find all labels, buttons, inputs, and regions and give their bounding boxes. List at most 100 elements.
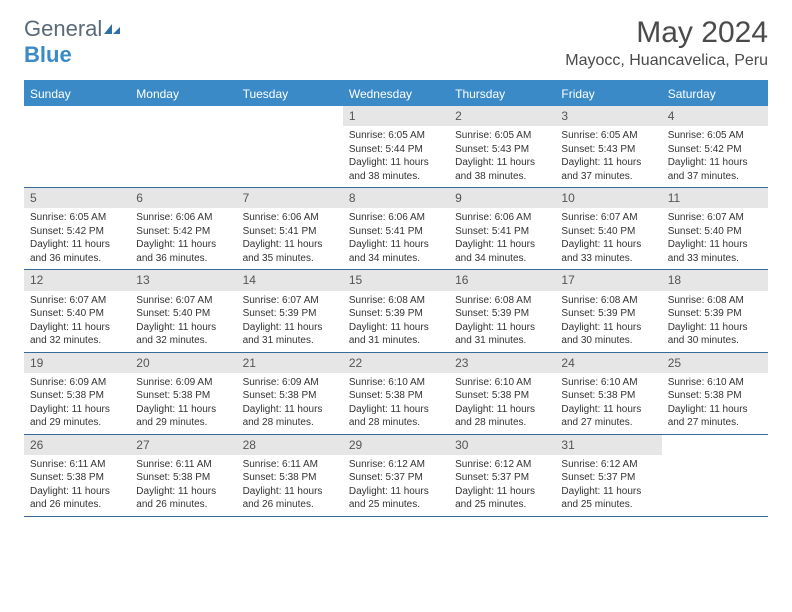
day-number: 28 (237, 435, 343, 455)
daylight-line-1: Daylight: 11 hours (136, 238, 230, 252)
sunset-text: Sunset: 5:39 PM (455, 307, 549, 321)
sunrise-text: Sunrise: 6:10 AM (349, 376, 443, 390)
sunset-text: Sunset: 5:38 PM (30, 389, 124, 403)
daylight-line-2: and 26 minutes. (243, 498, 337, 512)
sunset-text: Sunset: 5:38 PM (243, 471, 337, 485)
day-header-tuesday: Tuesday (237, 82, 343, 106)
daylight-line-2: and 33 minutes. (668, 252, 762, 266)
daylight-line-1: Daylight: 11 hours (668, 156, 762, 170)
daylight-line-1: Daylight: 11 hours (561, 156, 655, 170)
daylight-line-2: and 29 minutes. (136, 416, 230, 430)
day-number: 1 (343, 106, 449, 126)
day-detail: Sunrise: 6:08 AMSunset: 5:39 PMDaylight:… (555, 294, 661, 348)
logo-sail-icon (102, 16, 122, 30)
daylight-line-2: and 31 minutes. (455, 334, 549, 348)
sunset-text: Sunset: 5:38 PM (243, 389, 337, 403)
daylight-line-2: and 38 minutes. (349, 170, 443, 184)
daylight-line-1: Daylight: 11 hours (349, 485, 443, 499)
day-number: 18 (662, 270, 768, 290)
logo-word-2: Blue (24, 42, 72, 67)
sunrise-text: Sunrise: 6:06 AM (349, 211, 443, 225)
sunset-text: Sunset: 5:41 PM (243, 225, 337, 239)
daylight-line-2: and 37 minutes. (561, 170, 655, 184)
sunrise-text: Sunrise: 6:07 AM (668, 211, 762, 225)
daylight-line-1: Daylight: 11 hours (349, 321, 443, 335)
day-detail: Sunrise: 6:05 AMSunset: 5:43 PMDaylight:… (449, 129, 555, 183)
daylight-line-2: and 34 minutes. (455, 252, 549, 266)
day-number: 15 (343, 270, 449, 290)
sunrise-text: Sunrise: 6:08 AM (349, 294, 443, 308)
sunset-text: Sunset: 5:38 PM (136, 471, 230, 485)
calendar-cell: 10Sunrise: 6:07 AMSunset: 5:40 PMDayligh… (555, 188, 661, 270)
sunset-text: Sunset: 5:37 PM (561, 471, 655, 485)
sunset-text: Sunset: 5:42 PM (136, 225, 230, 239)
calendar-cell: 8Sunrise: 6:06 AMSunset: 5:41 PMDaylight… (343, 188, 449, 270)
day-number: 4 (662, 106, 768, 126)
daylight-line-2: and 32 minutes. (136, 334, 230, 348)
week-row: 1 Sunrise: 6:05 AMSunset: 5:44 PMDaylight… (24, 106, 768, 188)
week-row: 5Sunrise: 6:05 AMSunset: 5:42 PMDaylight… (24, 188, 768, 270)
daylight-line-2: and 27 minutes. (561, 416, 655, 430)
sunset-text: Sunset: 5:39 PM (243, 307, 337, 321)
day-detail: Sunrise: 6:07 AMSunset: 5:40 PMDaylight:… (662, 211, 768, 265)
day-header-saturday: Saturday (662, 82, 768, 106)
calendar-cell: 19Sunrise: 6:09 AMSunset: 5:38 PMDayligh… (24, 353, 130, 435)
sunrise-text: Sunrise: 6:05 AM (561, 129, 655, 143)
calendar-cell: 11Sunrise: 6:07 AMSunset: 5:40 PMDayligh… (662, 188, 768, 270)
day-detail: Sunrise: 6:10 AMSunset: 5:38 PMDaylight:… (343, 376, 449, 430)
sunrise-text: Sunrise: 6:07 AM (30, 294, 124, 308)
daylight-line-2: and 36 minutes. (30, 252, 124, 266)
day-detail: Sunrise: 6:07 AMSunset: 5:40 PMDaylight:… (555, 211, 661, 265)
day-number: 25 (662, 353, 768, 373)
page-title: May 2024 (565, 16, 768, 50)
day-detail: Sunrise: 6:10 AMSunset: 5:38 PMDaylight:… (449, 376, 555, 430)
sunset-text: Sunset: 5:37 PM (349, 471, 443, 485)
day-number: 3 (555, 106, 661, 126)
day-detail: Sunrise: 6:07 AMSunset: 5:40 PMDaylight:… (130, 294, 236, 348)
day-number: 19 (24, 353, 130, 373)
daylight-line-2: and 26 minutes. (136, 498, 230, 512)
daylight-line-2: and 28 minutes. (243, 416, 337, 430)
day-number: 14 (237, 270, 343, 290)
day-detail: Sunrise: 6:10 AMSunset: 5:38 PMDaylight:… (662, 376, 768, 430)
day-detail: Sunrise: 6:07 AMSunset: 5:40 PMDaylight:… (24, 294, 130, 348)
day-number: 13 (130, 270, 236, 290)
sunrise-text: Sunrise: 6:07 AM (243, 294, 337, 308)
day-number: 21 (237, 353, 343, 373)
day-number (24, 106, 130, 124)
day-detail: Sunrise: 6:05 AMSunset: 5:42 PMDaylight:… (662, 129, 768, 183)
sunrise-text: Sunrise: 6:06 AM (455, 211, 549, 225)
sunset-text: Sunset: 5:42 PM (30, 225, 124, 239)
day-header-friday: Friday (555, 82, 661, 106)
header: GeneralBlue May 2024 Mayocc, Huancavelic… (24, 16, 768, 70)
sunrise-text: Sunrise: 6:10 AM (455, 376, 549, 390)
daylight-line-2: and 31 minutes. (349, 334, 443, 348)
daylight-line-1: Daylight: 11 hours (561, 403, 655, 417)
daylight-line-1: Daylight: 11 hours (455, 156, 549, 170)
daylight-line-1: Daylight: 11 hours (349, 156, 443, 170)
day-detail: Sunrise: 6:09 AMSunset: 5:38 PMDaylight:… (130, 376, 236, 430)
sunrise-text: Sunrise: 6:12 AM (349, 458, 443, 472)
daylight-line-2: and 38 minutes. (455, 170, 549, 184)
day-detail: Sunrise: 6:11 AMSunset: 5:38 PMDaylight:… (24, 458, 130, 512)
day-number: 30 (449, 435, 555, 455)
week-row: 19Sunrise: 6:09 AMSunset: 5:38 PMDayligh… (24, 353, 768, 435)
day-detail: Sunrise: 6:05 AMSunset: 5:44 PMDaylight:… (343, 129, 449, 183)
daylight-line-2: and 35 minutes. (243, 252, 337, 266)
sunrise-text: Sunrise: 6:12 AM (455, 458, 549, 472)
calendar-cell: 4 Sunrise: 6:05 AMSunset: 5:42 PMDaylight… (662, 106, 768, 188)
sunset-text: Sunset: 5:39 PM (668, 307, 762, 321)
title-block: May 2024 Mayocc, Huancavelica, Peru (565, 16, 768, 70)
sunset-text: Sunset: 5:42 PM (668, 143, 762, 157)
daylight-line-2: and 29 minutes. (30, 416, 124, 430)
sunrise-text: Sunrise: 6:05 AM (349, 129, 443, 143)
day-number: 12 (24, 270, 130, 290)
sunset-text: Sunset: 5:40 PM (668, 225, 762, 239)
calendar-cell: 7Sunrise: 6:06 AMSunset: 5:41 PMDaylight… (237, 188, 343, 270)
location-text: Mayocc, Huancavelica, Peru (565, 52, 768, 70)
daylight-line-1: Daylight: 11 hours (349, 238, 443, 252)
day-detail: Sunrise: 6:11 AMSunset: 5:38 PMDaylight:… (237, 458, 343, 512)
logo-word-1: General (24, 16, 102, 41)
daylight-line-2: and 32 minutes. (30, 334, 124, 348)
calendar-cell: 23Sunrise: 6:10 AMSunset: 5:38 PMDayligh… (449, 353, 555, 435)
